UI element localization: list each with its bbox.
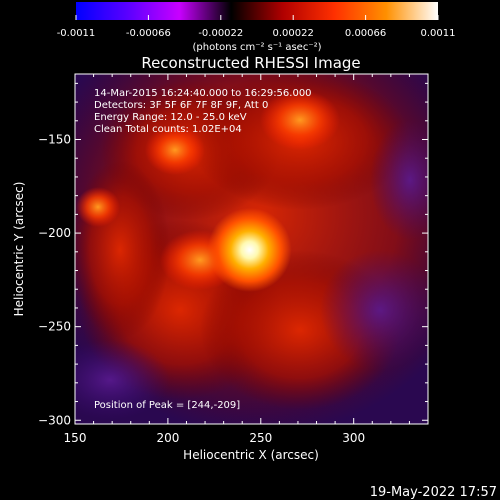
x-tick-label: 250 xyxy=(249,431,272,445)
colorbar-tick-label: -0.00022 xyxy=(198,28,243,39)
x-axis: 150 200 250 300 xyxy=(64,74,429,445)
colorbar-tick-label: -0.0011 xyxy=(57,28,96,39)
colorbar-tick-label: 0.00066 xyxy=(345,28,386,39)
peak-emission xyxy=(207,207,292,292)
footer-date: 19-May-2022 17:57 xyxy=(370,485,497,500)
colorbar-units: (photons cm⁻² s⁻¹ asec⁻²) xyxy=(192,42,321,53)
annotations: 14-Mar-2015 16:24:40.000 to 16:29:56.000… xyxy=(94,88,312,135)
colorbar xyxy=(76,2,438,20)
x-tick-label: 300 xyxy=(342,431,365,445)
colorbar-tick-label: 0.00022 xyxy=(273,28,314,39)
x-tick-label: 200 xyxy=(156,431,179,445)
peak-position-label: Position of Peak = [244,-209] xyxy=(94,400,240,411)
colorbar-tick-label: 0.0011 xyxy=(421,28,456,39)
plot-frame xyxy=(74,73,429,425)
chart-title: Reconstructed RHESSI Image xyxy=(141,54,360,72)
y-tick-label: −200 xyxy=(38,226,71,240)
y-tick-label: −250 xyxy=(38,320,71,334)
annotation-line: 14-Mar-2015 16:24:40.000 to 16:29:56.000 xyxy=(94,88,312,99)
annotation-line: Detectors: 3F 5F 6F 7F 8F 9F, Att 0 xyxy=(94,100,268,111)
y-axis: −150 −200 −250 −300 xyxy=(38,82,428,427)
colorbar-ticks: -0.0011 -0.00066 -0.00022 0.00022 0.00066 0.0… xyxy=(57,15,456,39)
x-tick-label: 150 xyxy=(64,431,87,445)
annotation-line: Clean Total counts: 1.02E+04 xyxy=(94,124,242,135)
x-axis-label: Heliocentric X (arcsec) xyxy=(183,448,319,462)
colorbar-tick-label: -0.00066 xyxy=(126,28,171,39)
y-tick-label: −150 xyxy=(38,133,71,147)
y-axis-label: Heliocentric Y (arcsec) xyxy=(12,182,26,317)
y-tick-label: −300 xyxy=(38,413,71,427)
emission-map xyxy=(75,74,428,424)
annotation-line: Energy Range: 12.0 - 25.0 keV xyxy=(94,112,247,123)
